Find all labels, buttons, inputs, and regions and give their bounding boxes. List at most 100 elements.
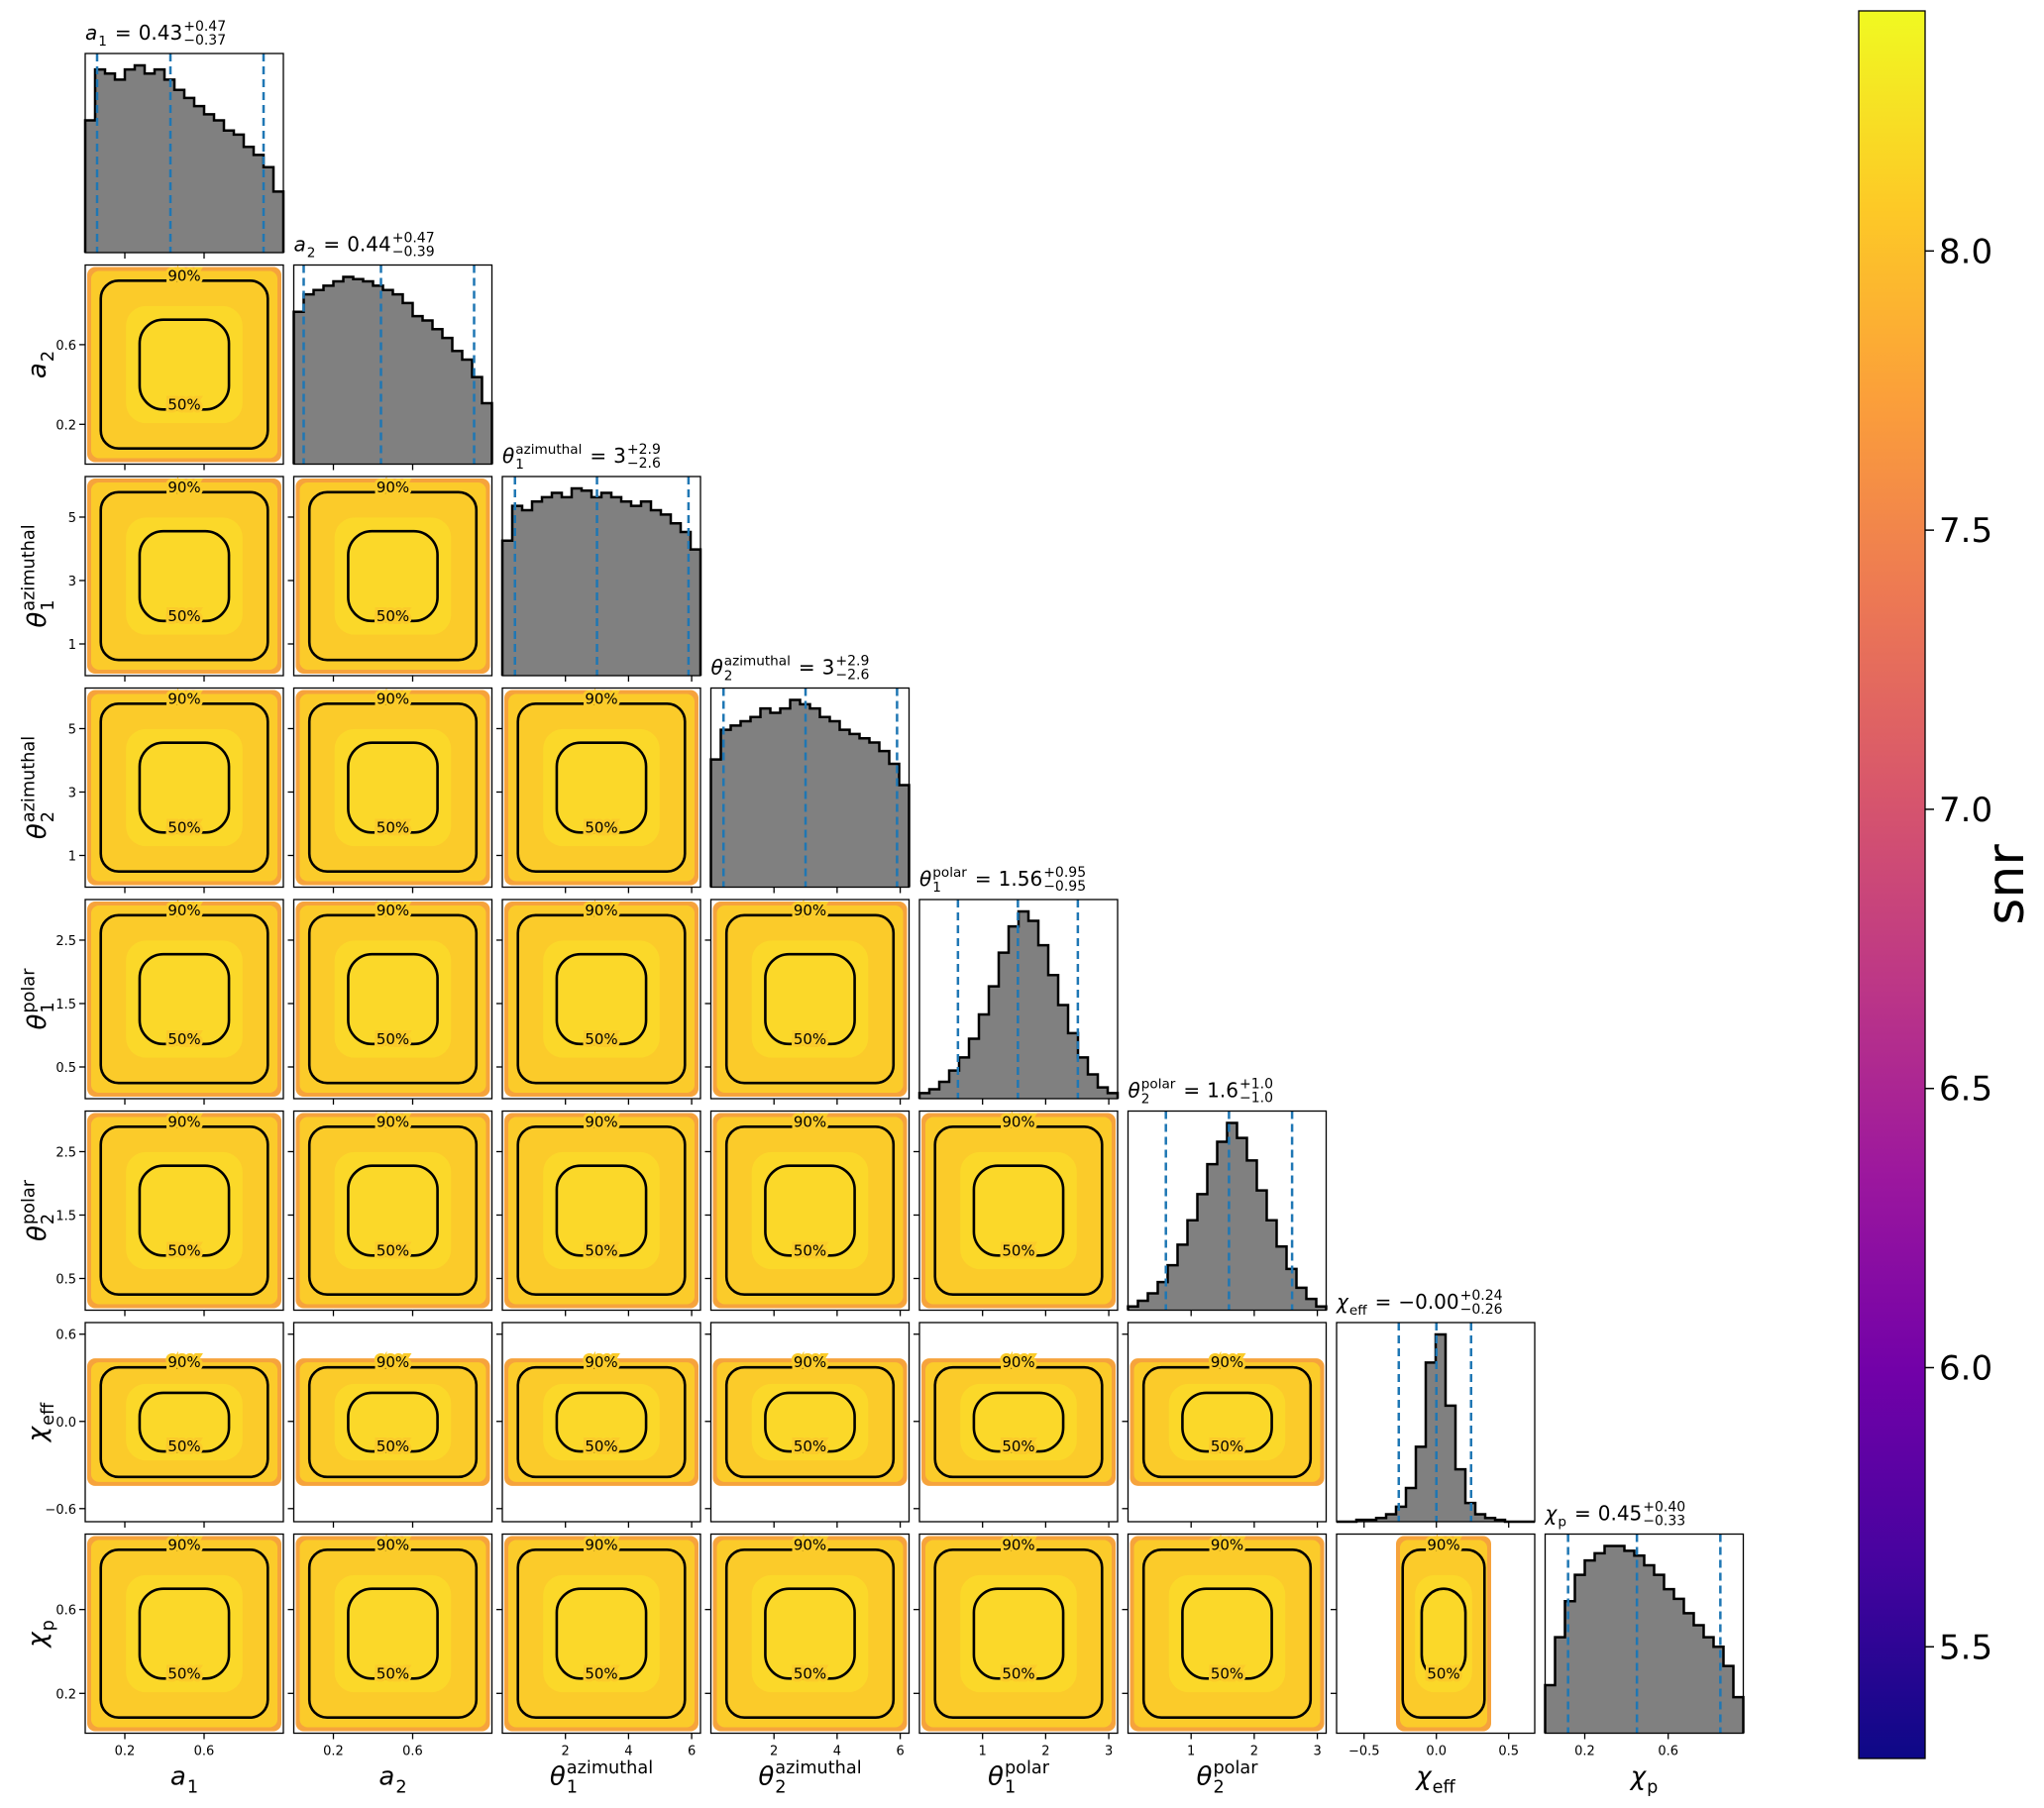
- param-subscript: 1: [39, 1002, 58, 1012]
- contour-label: 90%: [377, 902, 409, 919]
- param-superscript: polar: [1005, 1758, 1050, 1778]
- contour-label: 50%: [794, 1437, 826, 1455]
- contour-label: 90%: [1211, 1536, 1243, 1553]
- sample-core: [960, 1574, 1077, 1693]
- contour-90: [933, 1124, 1104, 1297]
- title-median: 0.45: [1598, 1502, 1643, 1526]
- param-subscript: 1: [515, 457, 524, 473]
- contour-label: 90%: [794, 1113, 826, 1130]
- hist-bar: [979, 1013, 990, 1099]
- hist-bar: [95, 69, 106, 253]
- hist-bar: [472, 376, 483, 465]
- hist-bar: [522, 510, 533, 676]
- param-subscript: 1: [39, 599, 58, 610]
- hist-bar: [234, 134, 245, 253]
- panel: [83, 53, 285, 259]
- param-subscript: p: [1647, 1777, 1658, 1797]
- hist-bar: [1574, 1574, 1585, 1734]
- title-plus: +0.95: [1043, 865, 1086, 881]
- contour-90: [99, 701, 269, 874]
- param-subscript: 2: [307, 246, 316, 262]
- panel-frame: [709, 1110, 911, 1312]
- x-tick-label: 3: [1105, 1745, 1113, 1759]
- sample-core: [1168, 1383, 1286, 1461]
- hist-bar: [1654, 1574, 1665, 1734]
- panel: 90% 50% 2 4 6: [496, 1533, 701, 1759]
- panel: 90% 50%: [704, 899, 911, 1105]
- hist-bar: [1068, 1032, 1079, 1099]
- contour-90: [99, 278, 269, 451]
- contour-label: 90%: [794, 1536, 826, 1553]
- panel: 90% 50% 2 4 6: [704, 1533, 911, 1759]
- contour-label: 50%: [167, 607, 200, 625]
- contour-50: [764, 1391, 856, 1453]
- title-equals: =: [799, 656, 815, 680]
- hist-bar: [710, 759, 721, 888]
- hist-bar: [919, 1093, 930, 1099]
- hist-bar: [869, 742, 880, 888]
- hist-bar: [1019, 911, 1029, 1099]
- contour-90: [307, 1124, 479, 1297]
- param-symbol: a: [85, 21, 97, 45]
- param-subscript: eff: [1349, 1303, 1367, 1319]
- contour-50: [1181, 1587, 1273, 1680]
- hist-bar: [1594, 1552, 1605, 1734]
- contour-90: [307, 1365, 479, 1479]
- panel-frame: [292, 1110, 493, 1312]
- hist-bar: [720, 729, 731, 888]
- contour-label: 50%: [167, 818, 200, 836]
- hist-bar: [1276, 1246, 1287, 1311]
- param-symbol: a: [294, 233, 306, 257]
- param-symbol: χ: [23, 1631, 53, 1649]
- hist-outline: [83, 63, 285, 253]
- hist-bar: [1644, 1564, 1655, 1734]
- contour-50: [138, 741, 231, 834]
- contour-50: [347, 1587, 439, 1680]
- contour-label: 50%: [585, 1241, 617, 1259]
- contour-50: [972, 1587, 1065, 1680]
- contour-90: [933, 1547, 1104, 1720]
- sample-core: [1415, 1574, 1472, 1693]
- panel-frame: [292, 476, 493, 677]
- param-subscript: eff: [1433, 1777, 1456, 1797]
- hist-bar: [730, 725, 741, 888]
- panel: 90% 50%: [496, 899, 701, 1105]
- x-tick-label: 4: [624, 1745, 632, 1759]
- hist-bar: [949, 1070, 960, 1099]
- hist-bar: [422, 320, 433, 465]
- title-plus: +0.47: [183, 19, 226, 35]
- sample-core: [126, 728, 243, 847]
- contour-label: 90%: [167, 1113, 200, 1130]
- y-tick-label: 0.2: [55, 1687, 76, 1702]
- hist-bar: [1237, 1137, 1247, 1311]
- hist-bar: [1436, 1334, 1447, 1522]
- param-symbol: θ: [23, 823, 53, 839]
- param-symbol: θ: [23, 1225, 53, 1241]
- param-symbol: θ: [758, 1762, 774, 1792]
- y-tick-label: 0.6: [55, 339, 76, 354]
- hist-bar: [432, 329, 443, 465]
- contour-label: 50%: [377, 818, 409, 836]
- y-tick-label: 0.0: [55, 1416, 76, 1431]
- panel-frame: [501, 1110, 701, 1312]
- panel: 90% 50% 0.2 0.6: [287, 1533, 493, 1759]
- hist-bar: [552, 492, 563, 676]
- contour-90: [1141, 1547, 1313, 1720]
- contour-label: 50%: [794, 1241, 826, 1259]
- hist-bar: [1465, 1503, 1476, 1522]
- panel: 90% 50%: [287, 1322, 493, 1528]
- title-equals: =: [1375, 1290, 1392, 1314]
- param-subscript: 1: [98, 34, 107, 50]
- x-tick-label: 2: [562, 1745, 570, 1759]
- param-superscript: polar: [1213, 1758, 1258, 1778]
- param-subscript: 1: [1005, 1777, 1016, 1797]
- param-symbol: θ: [919, 867, 931, 891]
- panel: 90% 50% 1 2 3: [914, 1533, 1119, 1759]
- hist-bar: [343, 276, 354, 465]
- panel-frame: [84, 1533, 284, 1735]
